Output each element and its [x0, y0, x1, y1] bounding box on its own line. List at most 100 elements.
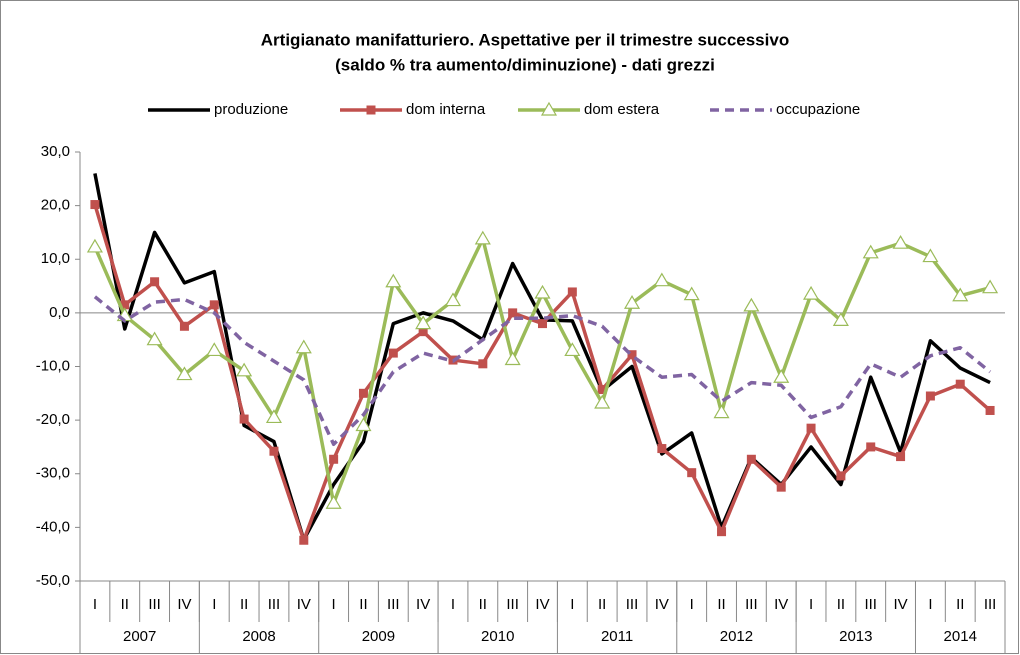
x-tick-label: II	[837, 596, 845, 613]
series-marker	[866, 442, 876, 452]
series-marker	[179, 321, 189, 331]
series-marker	[862, 244, 879, 259]
series-marker	[717, 527, 727, 537]
series-marker	[478, 359, 488, 369]
x-tick-label: IV	[416, 596, 430, 613]
series-marker	[504, 351, 521, 366]
series-marker	[594, 394, 611, 409]
series-marker	[474, 230, 491, 245]
series-marker	[299, 535, 309, 545]
series-marker	[329, 454, 339, 464]
y-tick-label: -40,0	[36, 518, 70, 535]
series-marker	[385, 273, 402, 288]
series-marker	[955, 379, 965, 389]
year-label: 2008	[242, 628, 275, 645]
year-label: 2014	[944, 628, 977, 645]
legend-label: dom interna	[406, 101, 486, 118]
x-tick-label: IV	[655, 596, 669, 613]
x-tick-label: IV	[535, 596, 549, 613]
y-tick-label: -10,0	[36, 357, 70, 374]
x-tick-label: IV	[774, 596, 788, 613]
series-line	[93, 295, 992, 447]
series-marker	[687, 468, 697, 478]
series-marker	[627, 350, 637, 360]
x-tick-label: III	[268, 596, 281, 613]
x-tick-label: IV	[893, 596, 907, 613]
series-marker	[150, 277, 160, 287]
x-tick-label: III	[745, 596, 758, 613]
year-label: 2012	[720, 628, 753, 645]
series-marker	[896, 452, 906, 462]
x-tick-label: IV	[297, 596, 311, 613]
year-label: 2007	[123, 628, 156, 645]
series-marker	[922, 248, 939, 263]
series-marker	[444, 292, 462, 307]
series-marker	[713, 404, 730, 419]
x-tick-label: I	[451, 596, 455, 613]
legend-marker	[366, 105, 376, 115]
series-marker	[538, 319, 547, 329]
series-marker	[358, 388, 368, 398]
series-marker	[86, 238, 103, 253]
x-tick-label: II	[717, 596, 725, 613]
x-tick-label: III	[387, 596, 400, 613]
series-marker	[683, 286, 700, 301]
series-marker	[806, 423, 816, 433]
legend-label: dom estera	[584, 101, 660, 118]
series-marker	[773, 369, 790, 383]
series-marker	[925, 391, 935, 401]
series-marker	[209, 300, 219, 310]
x-tick-label: I	[212, 596, 216, 613]
chart-subtitle: (saldo % tra aumento/diminuzione) - dati…	[335, 55, 715, 74]
series-marker	[176, 366, 193, 381]
x-tick-label: I	[332, 596, 336, 613]
series-marker	[388, 348, 398, 358]
chart-title: Artigianato manifatturiero. Aspettative …	[261, 30, 789, 49]
series-marker	[623, 295, 641, 309]
series-marker	[653, 272, 670, 287]
x-tick-label: II	[359, 596, 367, 613]
y-tick-label: 20,0	[41, 197, 70, 214]
series-marker	[985, 405, 995, 415]
x-tick-label: I	[570, 596, 574, 613]
series-marker	[418, 327, 428, 337]
series-marker	[982, 279, 999, 294]
year-label: 2009	[362, 628, 395, 645]
series-marker	[832, 312, 849, 326]
series-marker	[892, 234, 909, 249]
x-tick-label: II	[240, 596, 248, 613]
series-marker	[836, 471, 846, 481]
y-tick-label: -30,0	[36, 465, 70, 482]
year-label: 2011	[601, 628, 633, 645]
x-tick-label: I	[690, 596, 694, 613]
x-tick-label: I	[928, 596, 932, 613]
x-tick-label: III	[864, 596, 877, 613]
year-label: 2013	[839, 628, 872, 645]
series-marker	[657, 444, 667, 454]
series-marker	[952, 287, 969, 302]
y-tick-label: 10,0	[41, 250, 70, 267]
series-marker	[236, 362, 253, 377]
x-tick-label: II	[598, 596, 606, 613]
x-tick-label: III	[626, 596, 639, 613]
series-marker	[746, 454, 756, 464]
legend-marker	[540, 101, 558, 116]
series-marker	[534, 284, 551, 299]
series-marker	[743, 297, 760, 312]
x-tick-label: III	[984, 596, 997, 613]
series-marker	[206, 342, 223, 357]
year-label: 2010	[481, 628, 514, 645]
series-marker	[564, 342, 581, 357]
series-marker	[269, 446, 279, 456]
series-marker	[295, 339, 312, 354]
series-marker	[803, 285, 820, 300]
series-marker	[597, 385, 607, 395]
x-tick-label: IV	[177, 596, 191, 613]
series-marker	[90, 200, 100, 210]
x-tick-label: I	[809, 596, 813, 613]
x-tick-label: III	[148, 596, 161, 613]
series-marker	[508, 308, 518, 318]
series-marker	[120, 300, 130, 310]
